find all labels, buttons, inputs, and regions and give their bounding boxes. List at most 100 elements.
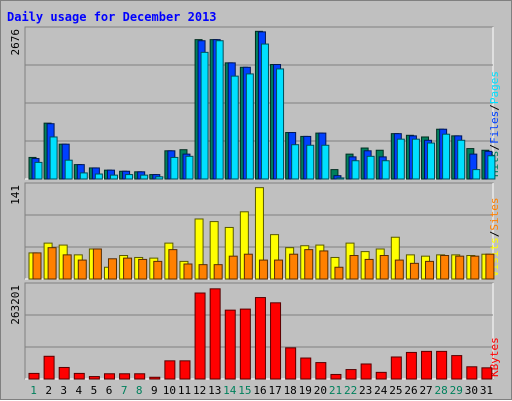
bar-kbytes: [466, 366, 478, 380]
bar-pages: [411, 138, 420, 180]
bar-pages: [215, 40, 224, 180]
bar-kbytes: [315, 362, 327, 380]
day-label: 6: [106, 384, 113, 397]
bar-pages: [245, 73, 254, 180]
day-label: 4: [76, 384, 83, 397]
day-label: 29: [450, 384, 463, 397]
bar-kbytes: [270, 302, 282, 380]
day-label: 14: [223, 384, 237, 397]
bar-sites: [92, 248, 102, 280]
day-label: 16: [253, 384, 266, 397]
bar-kbytes: [28, 372, 40, 380]
day-label: 20: [314, 384, 327, 397]
bar-sites: [168, 249, 178, 280]
bar-kbytes: [43, 355, 55, 380]
bar-kbytes: [254, 297, 266, 380]
bar-sites: [138, 258, 148, 280]
bar-kbytes: [88, 376, 100, 380]
day-label: 15: [238, 384, 251, 397]
panel-hits-files-pages: 2676Hits/Files/Pages: [9, 26, 501, 180]
bar-kbytes: [103, 373, 115, 380]
y-max-label: 141: [9, 185, 22, 205]
bar-pages: [442, 133, 451, 180]
bar-kbytes: [300, 357, 312, 380]
bar-sites: [258, 259, 268, 280]
bar-kbytes: [209, 288, 221, 380]
bar-pages: [260, 43, 269, 180]
bar-kbytes: [405, 351, 417, 380]
legend-item: /: [488, 104, 501, 111]
legend-item: KBytes: [488, 337, 501, 377]
bar-sites: [319, 250, 329, 280]
day-label: 2: [45, 384, 52, 397]
day-label: 23: [359, 384, 372, 397]
bar-sites: [183, 263, 193, 280]
bar-kbytes: [360, 363, 372, 380]
bar-kbytes: [345, 369, 357, 380]
day-label: 1: [30, 384, 37, 397]
bar-pages: [64, 159, 73, 180]
bar-sites: [32, 252, 42, 280]
day-label: 5: [91, 384, 98, 397]
bar-pages: [185, 155, 194, 180]
day-label: 13: [208, 384, 221, 397]
day-label: 19: [299, 384, 312, 397]
bar-kbytes: [224, 309, 236, 380]
bar-pages: [321, 144, 330, 180]
bar-pages: [140, 174, 149, 180]
bar-sites: [213, 264, 223, 280]
bar-pages: [79, 172, 88, 180]
bar-kbytes: [285, 347, 297, 380]
bar-sites: [470, 255, 480, 280]
bar-sites: [274, 259, 284, 280]
legend-item: /: [488, 231, 501, 238]
day-label: 22: [344, 384, 357, 397]
day-label: 11: [178, 384, 191, 397]
bar-pages: [472, 169, 481, 180]
bar-kbytes: [481, 367, 493, 380]
bar-sites: [485, 253, 495, 280]
bar-pages: [351, 160, 360, 180]
day-label: 27: [419, 384, 432, 397]
day-label: 9: [151, 384, 158, 397]
bar-kbytes: [390, 356, 402, 380]
day-label: 12: [193, 384, 206, 397]
day-label: 30: [465, 384, 478, 397]
bar-sites: [440, 255, 450, 280]
bar-sites: [47, 247, 57, 280]
bar-sites: [153, 260, 163, 280]
bar-pages: [396, 138, 405, 180]
day-label: 8: [136, 384, 143, 397]
bar-sites: [228, 255, 238, 280]
legend-item: Pages: [488, 71, 501, 104]
bar-pages: [487, 155, 496, 180]
day-label: 25: [389, 384, 402, 397]
day-label: 31: [480, 384, 493, 397]
day-label: 28: [435, 384, 448, 397]
bar-pages: [336, 177, 345, 180]
bar-kbytes: [375, 371, 387, 380]
bar-pages: [276, 68, 285, 180]
legend: KBytes: [488, 337, 501, 377]
bar-pages: [230, 75, 239, 180]
y-max-label: 2676: [9, 29, 22, 56]
bar-sites: [289, 253, 299, 280]
legend-item: /: [488, 144, 501, 151]
y-max-label: 263201: [9, 285, 22, 325]
bar-pages: [200, 51, 209, 180]
bar-sites: [62, 254, 72, 280]
bar-pages: [366, 155, 375, 180]
day-label: 26: [404, 384, 417, 397]
legend-item: Sites: [488, 198, 501, 231]
chart-title: Daily usage for December 2013: [7, 10, 217, 24]
bar-kbytes: [149, 376, 161, 380]
day-label: 24: [374, 384, 388, 397]
day-label: 7: [121, 384, 128, 397]
bar-sites: [304, 249, 314, 280]
bar-pages: [109, 174, 118, 180]
day-label: 3: [60, 384, 67, 397]
bar-pages: [457, 139, 466, 180]
day-label: 21: [329, 384, 342, 397]
